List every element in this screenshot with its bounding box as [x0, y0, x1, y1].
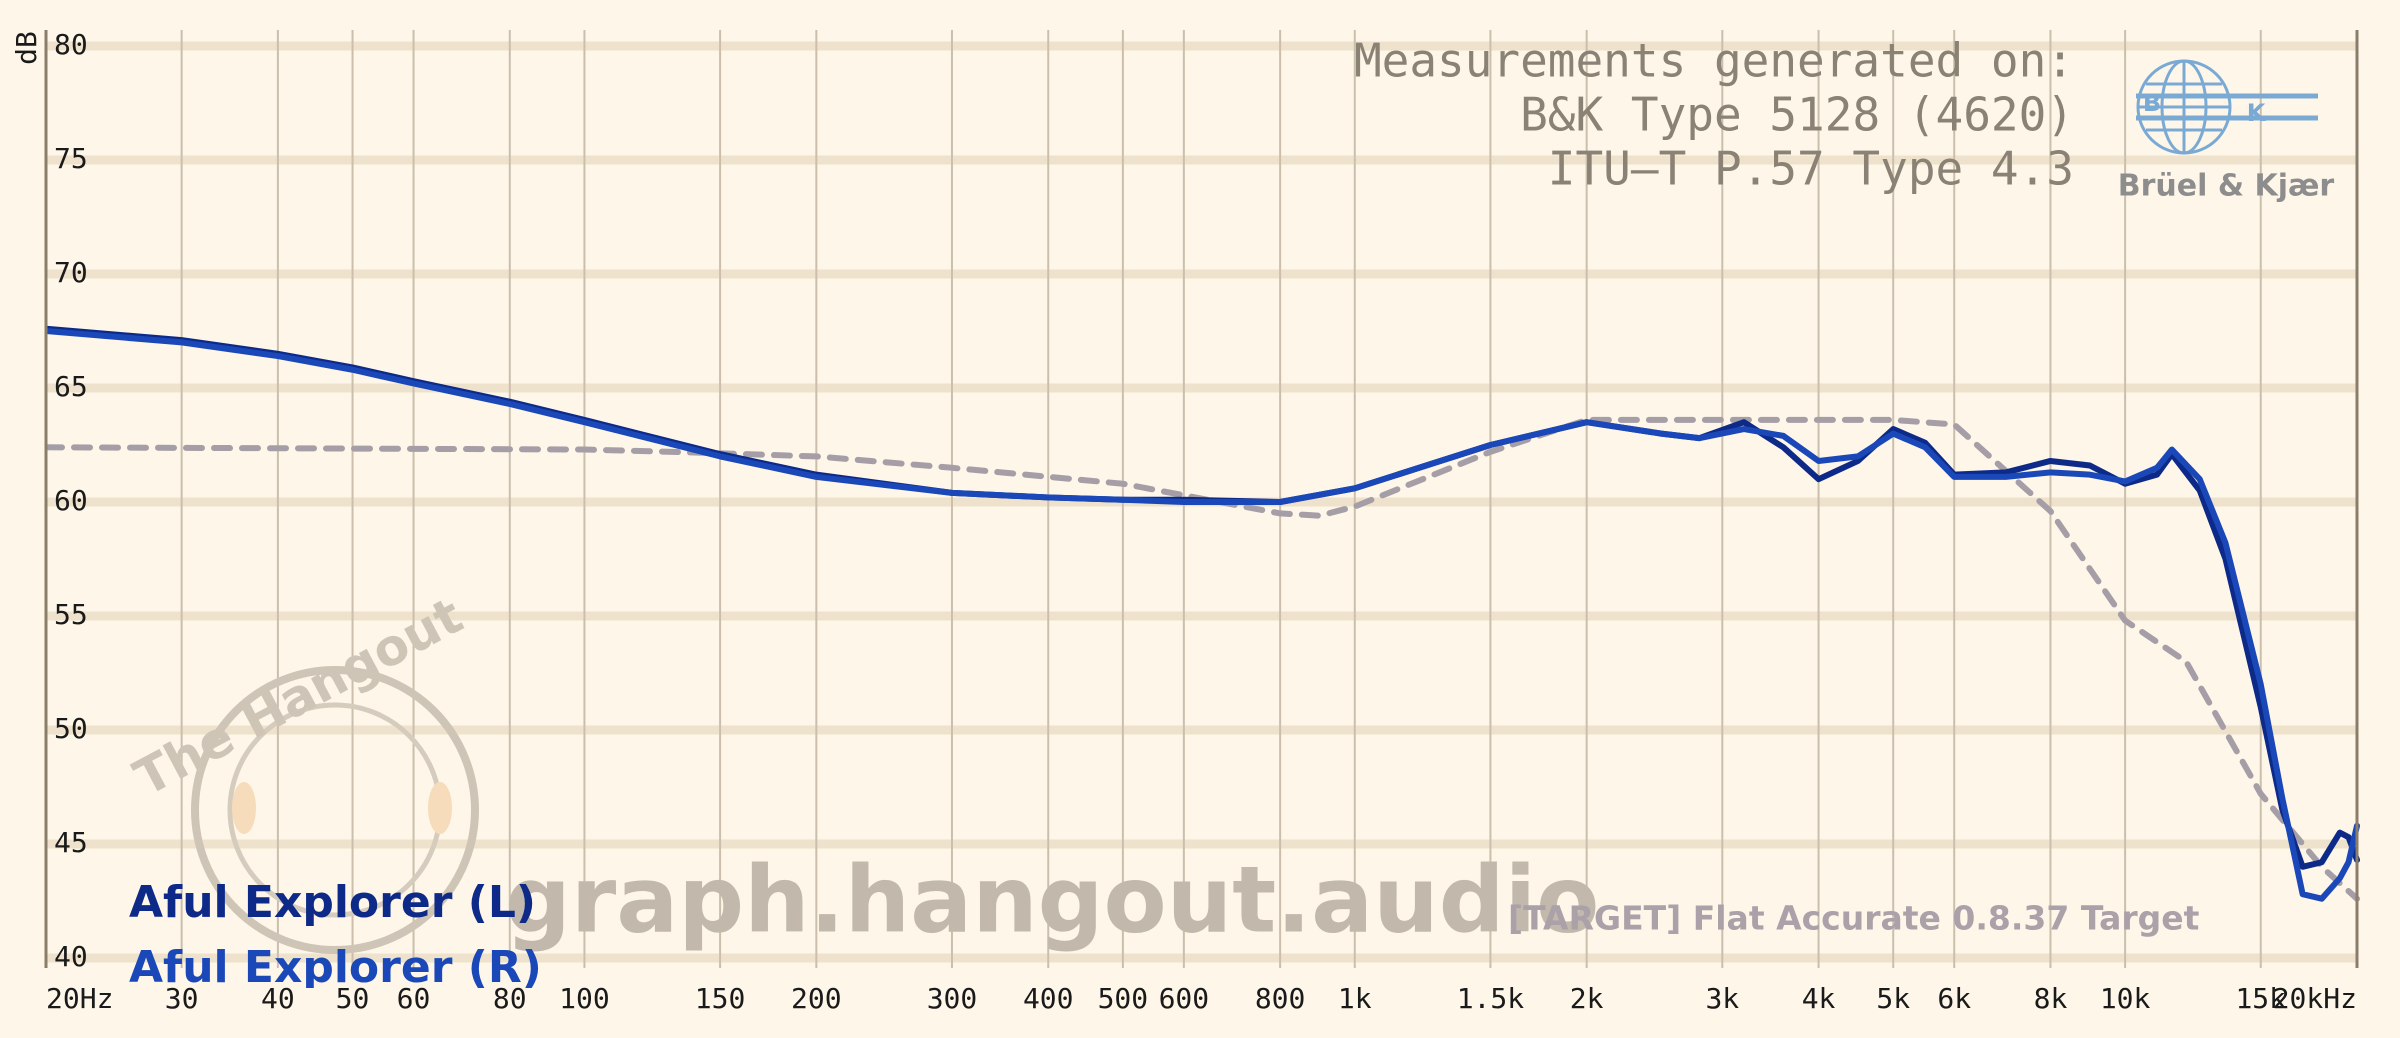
- measurement-note: Measurements generated on: B&K Type 5128…: [1354, 34, 2074, 196]
- axes: 40 45 50 55 60 65 70 75 80 20Hz 30 40 50 60 80 100 150 20…: [44, 28, 2359, 1015]
- x-tick-label: 8k: [2034, 982, 2068, 1015]
- x-tick-label: 3k: [1705, 982, 1739, 1015]
- x-tick-label: 600: [1159, 982, 1210, 1015]
- x-tick-label: 100: [559, 982, 610, 1015]
- x-tick-label: 15k: [2235, 982, 2286, 1015]
- note-line: B&K Type 5128 (4620): [1520, 88, 2074, 142]
- y-tick-label: 80: [54, 28, 88, 61]
- badge-ear: [232, 782, 256, 834]
- x-tick-label: 30: [165, 982, 199, 1015]
- target-label: [TARGET] Flat Accurate 0.8.37 Target: [1508, 899, 2200, 938]
- badge-ear: [428, 782, 452, 834]
- logo: B K Brüel & Kjær: [2118, 59, 2335, 204]
- logo-letter: B: [2143, 89, 2161, 117]
- x-tick-label: 1k: [1338, 982, 1372, 1015]
- y-tick-label: 55: [54, 598, 88, 631]
- x-tick-label: 80: [493, 982, 527, 1015]
- y-tick-label: 50: [54, 712, 88, 745]
- note-line: Measurements generated on:: [1354, 34, 2074, 88]
- x-tick-label: 10k: [2100, 982, 2151, 1015]
- note-line: ITU–T P.57 Type 4.3: [1548, 142, 2074, 196]
- y-tick-label: 65: [54, 370, 88, 403]
- x-tick-label: 6k: [1937, 982, 1971, 1015]
- logo-name: Brüel & Kjær: [2118, 169, 2335, 204]
- legend: Aful Explorer (L) Aful Explorer (R): [129, 877, 542, 993]
- x-tick-label: 60: [397, 982, 431, 1015]
- y-axis-label: dB: [10, 31, 43, 65]
- curves: [46, 325, 2360, 902]
- x-tick-label: 2k: [1570, 982, 1604, 1015]
- x-tick-label: 20kHz: [2273, 982, 2357, 1015]
- watermark: graph.hangout.audio: [505, 846, 1599, 953]
- x-tick-label: 800: [1255, 982, 1306, 1015]
- series-line: [46, 416, 2360, 902]
- y-tick-label: 75: [54, 142, 88, 175]
- legend-entry: Aful Explorer (R): [129, 942, 542, 993]
- x-tick-label: 50: [336, 982, 370, 1015]
- x-tick-label: 400: [1023, 982, 1074, 1015]
- x-tick-label: 150: [695, 982, 746, 1015]
- x-tick-label: 40: [261, 982, 295, 1015]
- x-tick-label: 500: [1098, 982, 1149, 1015]
- x-tick-label: 20Hz: [46, 982, 113, 1015]
- y-tick-label: 70: [54, 256, 88, 289]
- series-line: [46, 328, 2360, 902]
- x-tick-label: 5k: [1876, 982, 1910, 1015]
- x-tick-label: 1.5k: [1457, 982, 1525, 1015]
- y-tick-label: 60: [54, 484, 88, 517]
- y-tick-label: 45: [54, 826, 88, 859]
- x-tick-label: 300: [927, 982, 978, 1015]
- logo-letter: K: [2247, 99, 2267, 127]
- x-tick-label: 200: [791, 982, 842, 1015]
- badge-ring: [191, 666, 479, 954]
- legend-entry: Aful Explorer (L): [129, 877, 536, 928]
- x-tick-label: 4k: [1802, 982, 1836, 1015]
- y-tick-label: 40: [54, 940, 88, 973]
